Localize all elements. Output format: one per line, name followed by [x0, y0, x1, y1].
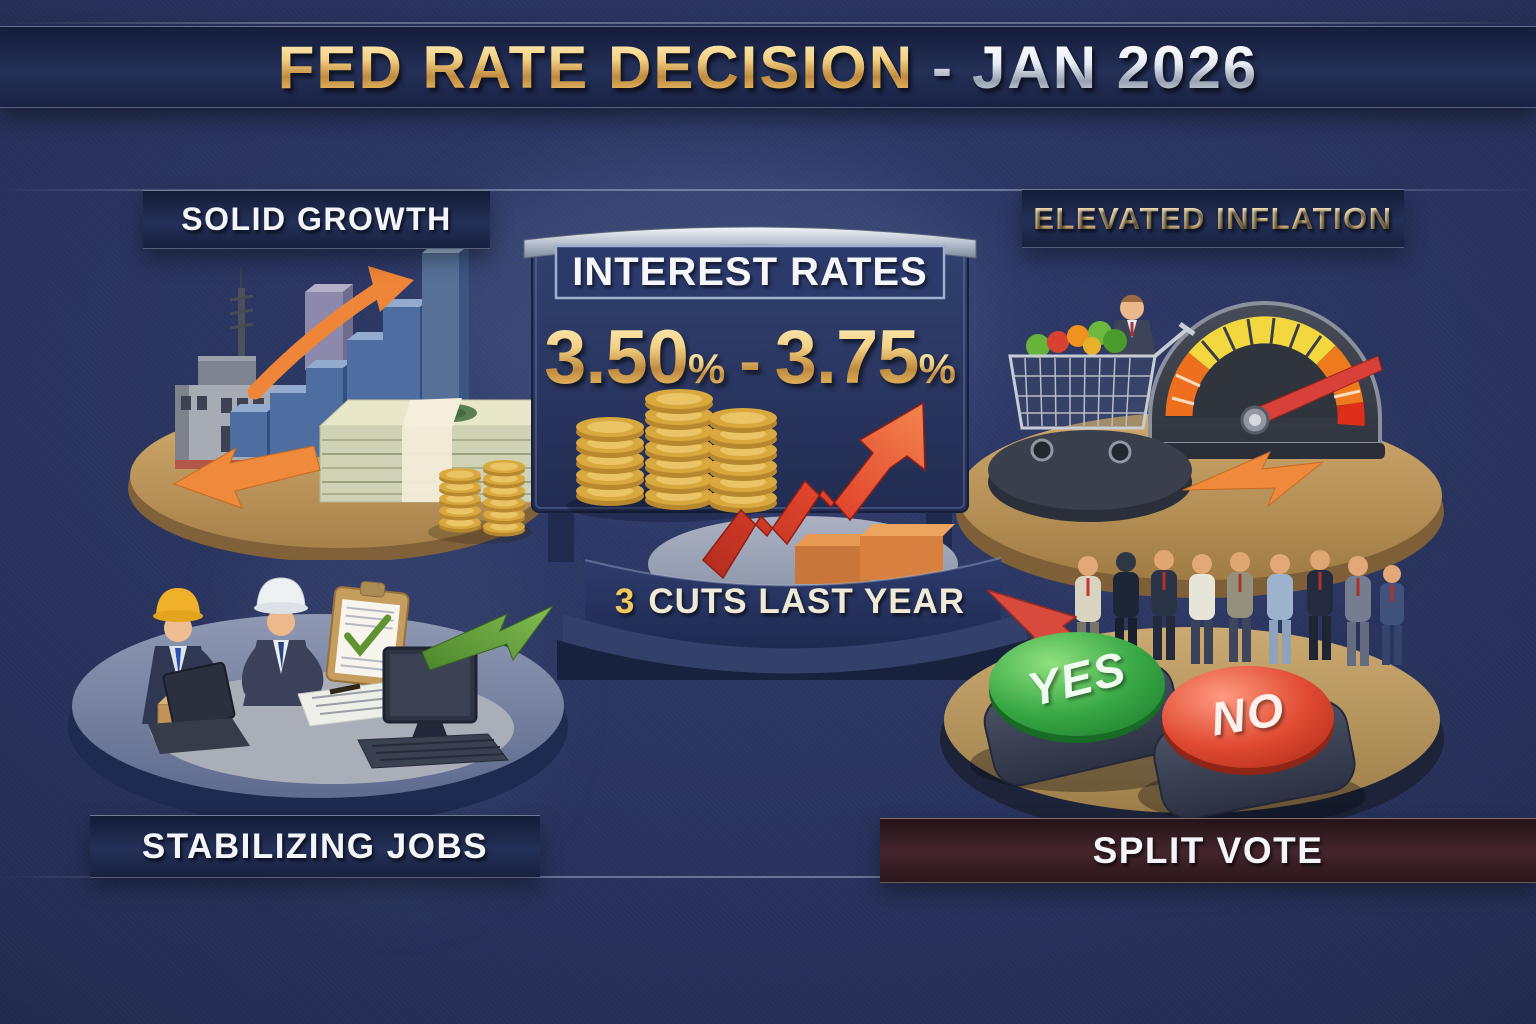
- divider-line: [0, 22, 1536, 24]
- page-title: FED RATE DECISION - JAN 2026: [278, 33, 1258, 102]
- cuts-label: CUTS LAST YEAR: [648, 582, 966, 621]
- title-main: FED RATE DECISION: [277, 33, 915, 101]
- coins-icon: [567, 389, 777, 522]
- title-separator: -: [932, 33, 955, 101]
- cuts-count: 3: [614, 582, 636, 621]
- vote-label: SPLIT VOTE: [1092, 829, 1324, 871]
- growth-label: SOLID GROWTH: [181, 201, 452, 237]
- jobs-banner: STABILIZING JOBS: [90, 815, 540, 878]
- title-banner: FED RATE DECISION - JAN 2026: [0, 26, 1536, 108]
- growth-banner: SOLID GROWTH: [143, 190, 490, 249]
- jobs-illustration: [68, 577, 568, 826]
- vote-banner: SPLIT VOTE: [880, 818, 1536, 883]
- inflation-label: ELEVATED INFLATION: [1033, 200, 1393, 236]
- coins-icon: [428, 460, 532, 544]
- growth-illustration: [128, 245, 564, 560]
- title-date: JAN 2026: [972, 33, 1259, 101]
- jobs-label: STABILIZING JOBS: [141, 826, 489, 866]
- inflation-banner: ELEVATED INFLATION: [1022, 189, 1404, 248]
- sign-title: INTEREST RATES: [572, 249, 928, 294]
